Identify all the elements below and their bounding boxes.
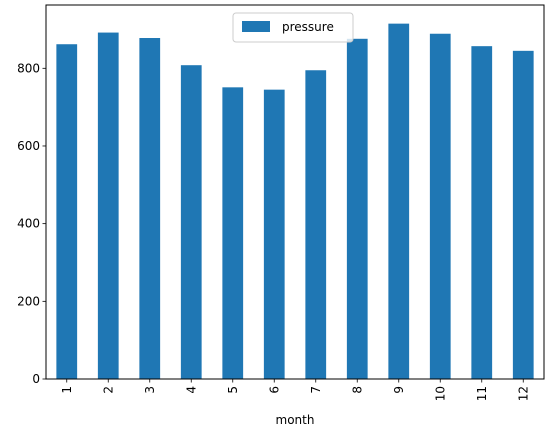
plot-frame xyxy=(45,4,545,380)
x-tick-label-12: 12 xyxy=(516,386,530,401)
x-tick-label-9: 9 xyxy=(392,386,406,394)
bar-month-1 xyxy=(56,44,78,379)
x-tick-label-6: 6 xyxy=(267,386,281,394)
x-tick-label-4: 4 xyxy=(184,386,198,394)
bar-month-12 xyxy=(512,50,534,379)
x-tick-label-1: 1 xyxy=(60,386,74,394)
legend-swatch xyxy=(242,21,270,32)
bar-month-8 xyxy=(346,38,368,379)
x-tick-label-3: 3 xyxy=(143,386,157,394)
legend-label: pressure xyxy=(282,20,334,34)
legend: pressure xyxy=(232,12,354,43)
bars-group xyxy=(56,23,534,380)
legend-box xyxy=(232,12,354,43)
y-tick-label-200: 200 xyxy=(17,294,40,308)
x-tick-label-10: 10 xyxy=(433,386,447,401)
x-axis-ticks: 1 2 3 4 5 6 7 8 9 10 11 12 xyxy=(60,379,530,401)
y-axis-ticks: 0 200 400 600 800 xyxy=(17,61,46,386)
bar-month-11 xyxy=(471,46,493,380)
bar-month-2 xyxy=(97,32,119,379)
x-tick-label-11: 11 xyxy=(475,386,489,401)
x-tick-label-5: 5 xyxy=(226,386,240,394)
bar-month-5 xyxy=(222,87,244,379)
bar-month-7 xyxy=(305,70,327,379)
x-tick-label-2: 2 xyxy=(101,386,115,394)
y-tick-label-0: 0 xyxy=(32,372,40,386)
bar-month-3 xyxy=(139,38,161,379)
bar-month-10 xyxy=(429,33,451,380)
bar-month-6 xyxy=(263,89,285,379)
bar-month-9 xyxy=(388,23,410,379)
y-tick-label-400: 400 xyxy=(17,217,40,231)
plot-background xyxy=(46,5,544,379)
x-axis-label: month xyxy=(276,413,315,427)
x-tick-label-8: 8 xyxy=(350,386,364,394)
y-tick-label-600: 600 xyxy=(17,139,40,153)
bar-month-4 xyxy=(180,65,202,379)
y-tick-label-800: 800 xyxy=(17,61,40,75)
x-tick-label-7: 7 xyxy=(309,386,323,394)
